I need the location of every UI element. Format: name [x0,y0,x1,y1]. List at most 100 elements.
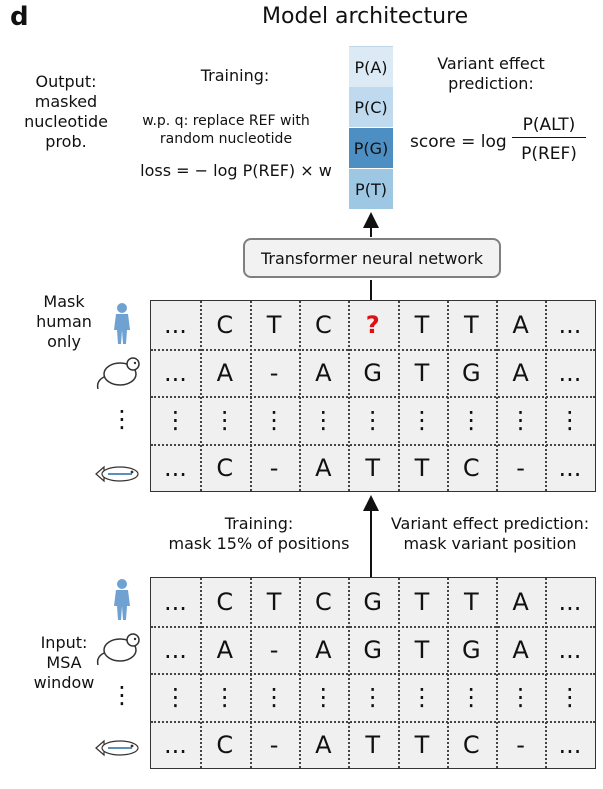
training-top-desc: w.p. q: replace REF with random nucleoti… [142,113,310,147]
msa-cell: ⋮ [212,683,237,711]
msa-cell: ... [558,453,582,482]
msa-cell: - [269,358,279,387]
msa-cell: - [269,730,279,759]
msa-cell: - [516,453,525,482]
transformer-network-box: Transformer neural network [243,238,501,278]
msa-cell: A [216,358,233,387]
score-lhs: score = log [410,132,507,152]
training-mid-label: Training: mask 15% of positions [168,514,350,553]
score-numerator: P(ALT) [512,115,586,138]
msa-cell: T [463,311,479,339]
msa-cell: A [512,311,529,339]
msa-cell: ⋮ [262,406,287,434]
msa-row: ... C - A T T C -... [151,444,595,492]
msa-cell: G [363,588,382,616]
msa-row: ... C T C? T T A... [151,301,595,349]
grid-divider [151,625,595,628]
grid-divider [151,396,595,398]
prob-g-cell: P(G) [349,128,393,168]
msa-cell: C [216,311,234,339]
msa-cell: ... [164,730,187,759]
msa-cell: ... [164,635,187,664]
mouse-icon [96,633,140,666]
score-denominator: P(REF) [521,144,577,164]
msa-cell: C [462,453,480,482]
human-icon [114,579,130,620]
mouse-icon [96,357,140,390]
grid-divider [151,348,595,351]
input-msa-grid: ... C T C G T T A...... A - A G T G A... ⋮ ⋮ ⋮ ⋮ ⋮ ⋮ ⋮ ⋮ ⋮... C -… [150,577,596,769]
human-icon [114,303,130,344]
msa-cell: ... [558,635,582,664]
msa-cell: A [315,358,332,387]
msa-row: ... A - A G T G A... [151,626,595,674]
masked-msa-grid: ... C T C? T T A...... A - A G T G A... ⋮ ⋮ ⋮ ⋮ ⋮ ⋮ ⋮ ⋮ ⋮... C -… [150,300,596,492]
input-label: Input: MSA window [33,633,95,692]
msa-cell: ⋮ [410,406,434,434]
msa-cell: ⋮ [262,683,287,711]
msa-cell: C [216,588,234,616]
msa-row: ... C T C G T T A... [151,578,595,626]
msa-cell: A [315,730,332,759]
msa-cell: T [463,588,479,616]
msa-cell: ⋮ [557,683,582,711]
msa-cell: T [266,588,282,616]
msa-cell: C [462,730,480,759]
msa-cell: ... [558,311,582,339]
msa-cell: G [461,635,481,664]
msa-cell: ... [164,358,187,387]
msa-cell: A [315,635,332,664]
msa-cell: ⋮ [311,683,336,711]
msa-cell: T [414,588,430,616]
vertical-dots-icon: ⋮ [110,681,134,709]
msa-cell: T [414,730,430,759]
msa-cell: ⋮ [557,406,582,434]
msa-cell: ⋮ [163,683,188,711]
msa-cell: G [461,358,481,387]
msa-row: ... A - A G T G A... [151,349,595,397]
msa-cell: - [269,453,279,482]
msa-cell: ... [558,730,582,759]
fish-icon [95,465,139,483]
masked-position-cell: ? [365,311,380,339]
msa-cell: T [266,311,282,339]
mask-label: Mask human only [36,292,92,351]
msa-cell: C [315,588,332,616]
msa-cell: C [216,730,234,759]
msa-cell: ... [164,588,187,616]
msa-cell: T [365,730,381,759]
msa-cell: ⋮ [360,406,385,434]
loss-formula: loss = − log P(REF) × w [140,161,332,180]
fish-icon [95,739,139,757]
variant-mid-label: Variant effect prediction: mask variant … [390,514,590,553]
msa-cell: ... [558,588,582,616]
msa-cell: ⋮ [410,683,434,711]
msa-cell: ⋮ [360,683,385,711]
diagram-title: Model architecture [262,4,469,29]
msa-cell: G [363,635,382,664]
msa-cell: - [516,730,525,759]
msa-cell: A [315,453,332,482]
vertical-dots-icon: ⋮ [110,405,134,433]
grid-divider [151,443,595,446]
variant-top-heading: Variant effect prediction: [437,54,545,93]
output-label: Output: masked nucleotide prob. [24,72,108,151]
panel-label: d [10,2,29,32]
msa-cell: A [512,588,529,616]
msa-cell: A [216,635,233,664]
msa-cell: T [414,635,430,664]
msa-cell: - [269,635,279,664]
prob-t-cell: P(T) [349,169,393,209]
msa-cell: T [414,311,430,339]
msa-cell: A [512,358,529,387]
prob-c-cell: P(C) [349,87,393,127]
training-top-heading: Training: [200,66,270,85]
msa-cell: T [365,453,381,482]
msa-cell: T [414,453,430,482]
msa-cell: ⋮ [459,406,484,434]
msa-cell: ⋮ [163,406,188,434]
msa-row: ⋮ ⋮ ⋮ ⋮ ⋮ ⋮ ⋮ ⋮ ⋮ [151,673,595,721]
msa-row: ... C - A T T C -... [151,721,595,769]
msa-cell: ⋮ [459,683,484,711]
